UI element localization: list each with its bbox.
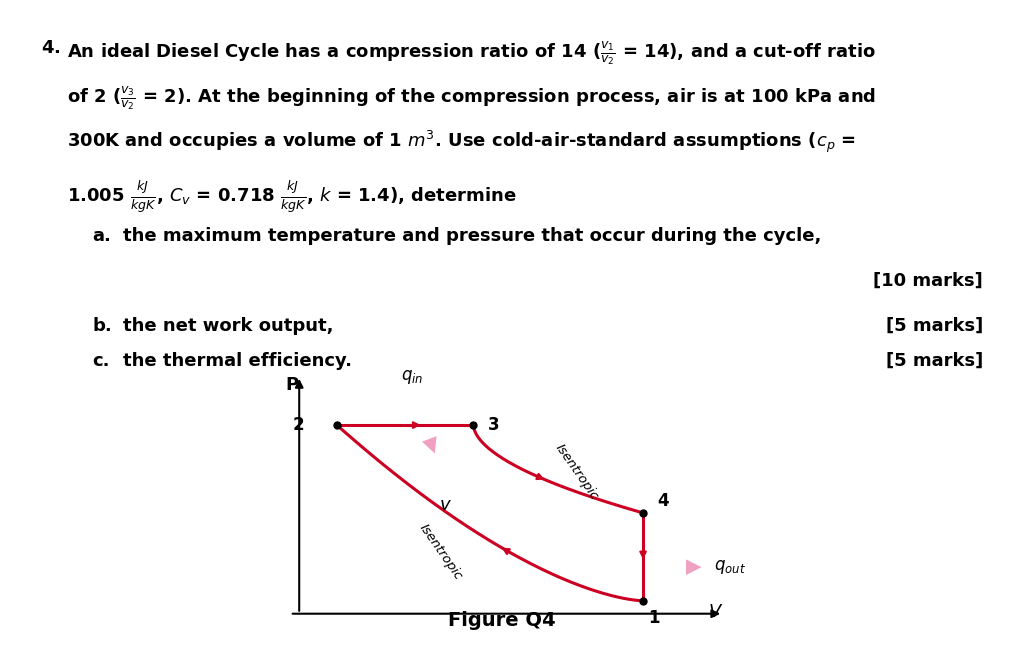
Text: a.: a. <box>92 227 111 245</box>
Text: c.: c. <box>92 352 110 370</box>
Text: the thermal efficiency.: the thermal efficiency. <box>123 352 352 370</box>
Text: 300K and occupies a volume of 1 $m^3$. Use cold-air-standard assumptions ($c_p$ : 300K and occupies a volume of 1 $m^3$. U… <box>67 129 855 156</box>
Text: Figure Q4: Figure Q4 <box>447 611 556 630</box>
Text: 1.005 $\frac{kJ}{kgK}$, $C_v$ = 0.718 $\frac{kJ}{kgK}$, $k$ = 1.4), determine: 1.005 $\frac{kJ}{kgK}$, $C_v$ = 0.718 $\… <box>67 180 516 215</box>
Text: 1: 1 <box>648 609 659 627</box>
Text: 3: 3 <box>487 416 500 434</box>
Text: $q_{out}$: $q_{out}$ <box>714 558 745 576</box>
Text: 2: 2 <box>292 416 304 434</box>
Text: $q_{in}$: $q_{in}$ <box>401 368 424 386</box>
Text: P: P <box>285 376 298 394</box>
Text: [10 marks]: [10 marks] <box>873 271 983 289</box>
Text: [5 marks]: [5 marks] <box>886 352 983 370</box>
Text: [5 marks]: [5 marks] <box>886 317 983 335</box>
Text: of 2 ($\frac{v_3}{v_2}$ = 2). At the beginning of the compression process, air i: of 2 ($\frac{v_3}{v_2}$ = 2). At the beg… <box>67 84 876 112</box>
Text: Isentropic: Isentropic <box>417 521 465 582</box>
Text: the maximum temperature and pressure that occur during the cycle,: the maximum temperature and pressure tha… <box>123 227 821 245</box>
Text: $\bf{4.}$: $\bf{4.}$ <box>41 39 60 57</box>
Text: 4: 4 <box>657 492 669 510</box>
Text: $V$: $V$ <box>708 603 723 621</box>
Text: An ideal Diesel Cycle has a compression ratio of 14 ($\frac{v_1}{v_2}$ = 14), an: An ideal Diesel Cycle has a compression … <box>67 39 876 67</box>
Text: $v$: $v$ <box>439 496 452 514</box>
Text: Isentropic: Isentropic <box>553 441 601 502</box>
Text: b.: b. <box>92 317 112 335</box>
Text: the net work output,: the net work output, <box>123 317 334 335</box>
